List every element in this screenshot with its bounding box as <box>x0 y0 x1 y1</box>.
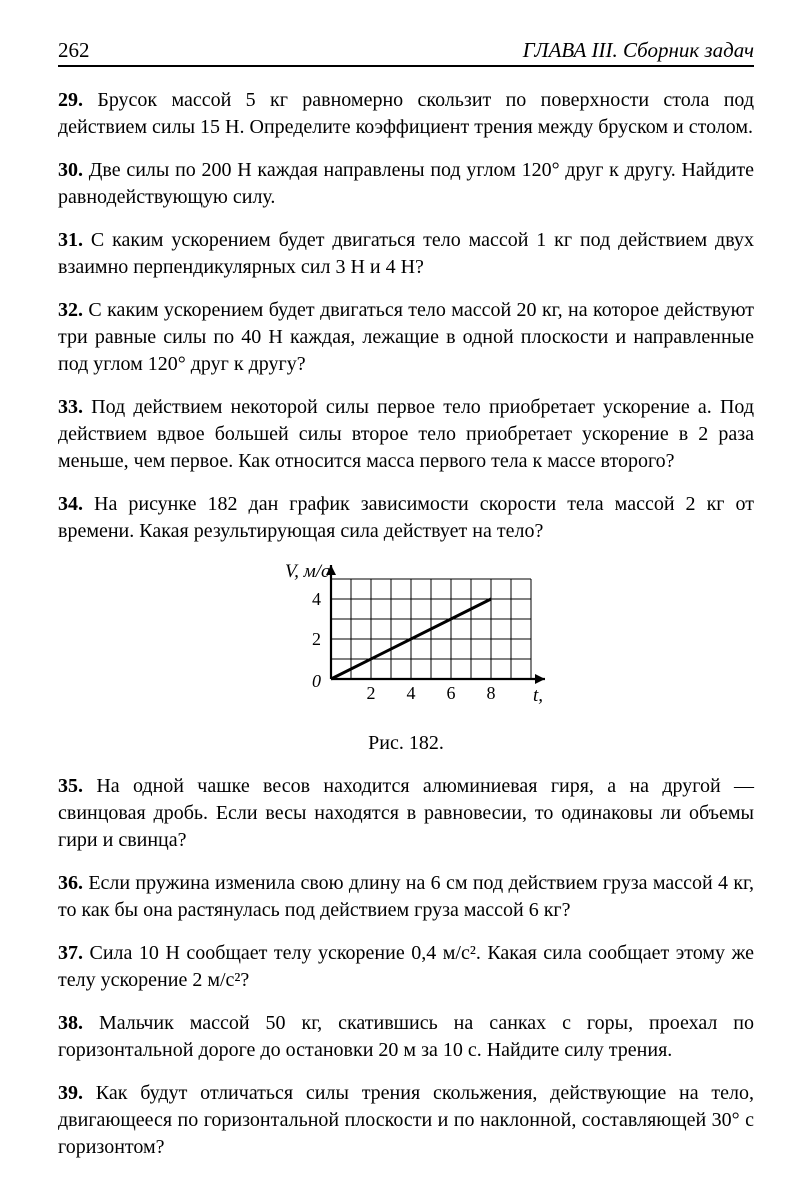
problem-37: 37. Сила 10 Н сообщает телу ускорение 0,… <box>58 940 754 994</box>
problem-number: 37. <box>58 942 83 964</box>
problem-32: 32. С каким ускорением будет двигаться т… <box>58 297 754 378</box>
svg-text:0: 0 <box>312 671 321 691</box>
svg-text:t, с: t, с <box>533 685 546 706</box>
problems-bottom: 35. На одной чашке весов находится алюми… <box>58 773 754 1161</box>
problem-35: 35. На одной чашке весов находится алюми… <box>58 773 754 854</box>
problem-text: Если пружина изменила свою длину на 6 см… <box>58 872 754 921</box>
problem-number: 34. <box>58 493 83 515</box>
problem-text: Брусок массой 5 кг равномерно скользит п… <box>58 89 754 138</box>
problem-text: Мальчик массой 50 кг, скатившись на санк… <box>58 1012 754 1061</box>
problem-number: 39. <box>58 1082 83 1104</box>
problem-number: 38. <box>58 1012 83 1034</box>
problem-34: 34. На рисунке 182 дан график зависимост… <box>58 491 754 545</box>
svg-text:4: 4 <box>407 683 416 703</box>
svg-text:2: 2 <box>367 683 376 703</box>
chapter-title: ГЛАВА III. Сборник задач <box>523 38 754 63</box>
problem-text: Сила 10 Н сообщает телу ускорение 0,4 м/… <box>58 942 754 991</box>
figure-caption: Рис. 182. <box>58 732 754 755</box>
problem-36: 36. Если пружина изменила свою длину на … <box>58 870 754 924</box>
problem-33: 33. Под действием некоторой силы первое … <box>58 394 754 475</box>
figure-182: 2 4 6 8 2 4 0 V, м/с t, с Рис. 182. <box>58 561 754 755</box>
page-number: 262 <box>58 38 90 63</box>
problem-text: Под действием некоторой силы первое тело… <box>58 396 754 472</box>
problem-39: 39. Как будут отличаться силы трения ско… <box>58 1080 754 1161</box>
problem-31: 31. С каким ускорением будет двигаться т… <box>58 227 754 281</box>
problem-text: Две силы по 200 Н каждая направлены под … <box>58 159 754 208</box>
problem-29: 29. Брусок массой 5 кг равномерно скольз… <box>58 87 754 141</box>
svg-text:6: 6 <box>447 683 456 703</box>
problem-text: С каким ускорением будет двигаться тело … <box>58 229 754 278</box>
problem-text: На одной чашке весов находится алюминиев… <box>58 775 754 851</box>
problem-text: На рисунке 182 дан график зависимости ск… <box>58 493 754 542</box>
problem-38: 38. Мальчик массой 50 кг, скатившись на … <box>58 1010 754 1064</box>
problem-number: 29. <box>58 89 83 111</box>
problems-top: 29. Брусок массой 5 кг равномерно скольз… <box>58 87 754 545</box>
svg-text:2: 2 <box>312 629 321 649</box>
page-header: 262 ГЛАВА III. Сборник задач <box>58 38 754 67</box>
problem-text: С каким ускорением будет двигаться тело … <box>58 299 754 375</box>
problem-number: 36. <box>58 872 83 894</box>
velocity-time-chart: 2 4 6 8 2 4 0 V, м/с t, с <box>266 561 546 721</box>
problem-number: 32. <box>58 299 83 321</box>
svg-text:V, м/с: V, м/с <box>285 561 330 582</box>
problem-number: 35. <box>58 775 83 797</box>
problem-number: 33. <box>58 396 83 418</box>
problem-number: 30. <box>58 159 83 181</box>
svg-text:8: 8 <box>487 683 496 703</box>
problem-30: 30. Две силы по 200 Н каждая направлены … <box>58 157 754 211</box>
svg-text:4: 4 <box>312 589 321 609</box>
problem-number: 31. <box>58 229 83 251</box>
problem-text: Как будут отличаться силы трения скольже… <box>58 1082 754 1158</box>
